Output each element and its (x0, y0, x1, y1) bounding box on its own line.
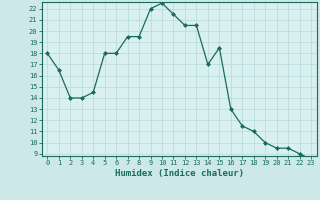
X-axis label: Humidex (Indice chaleur): Humidex (Indice chaleur) (115, 169, 244, 178)
